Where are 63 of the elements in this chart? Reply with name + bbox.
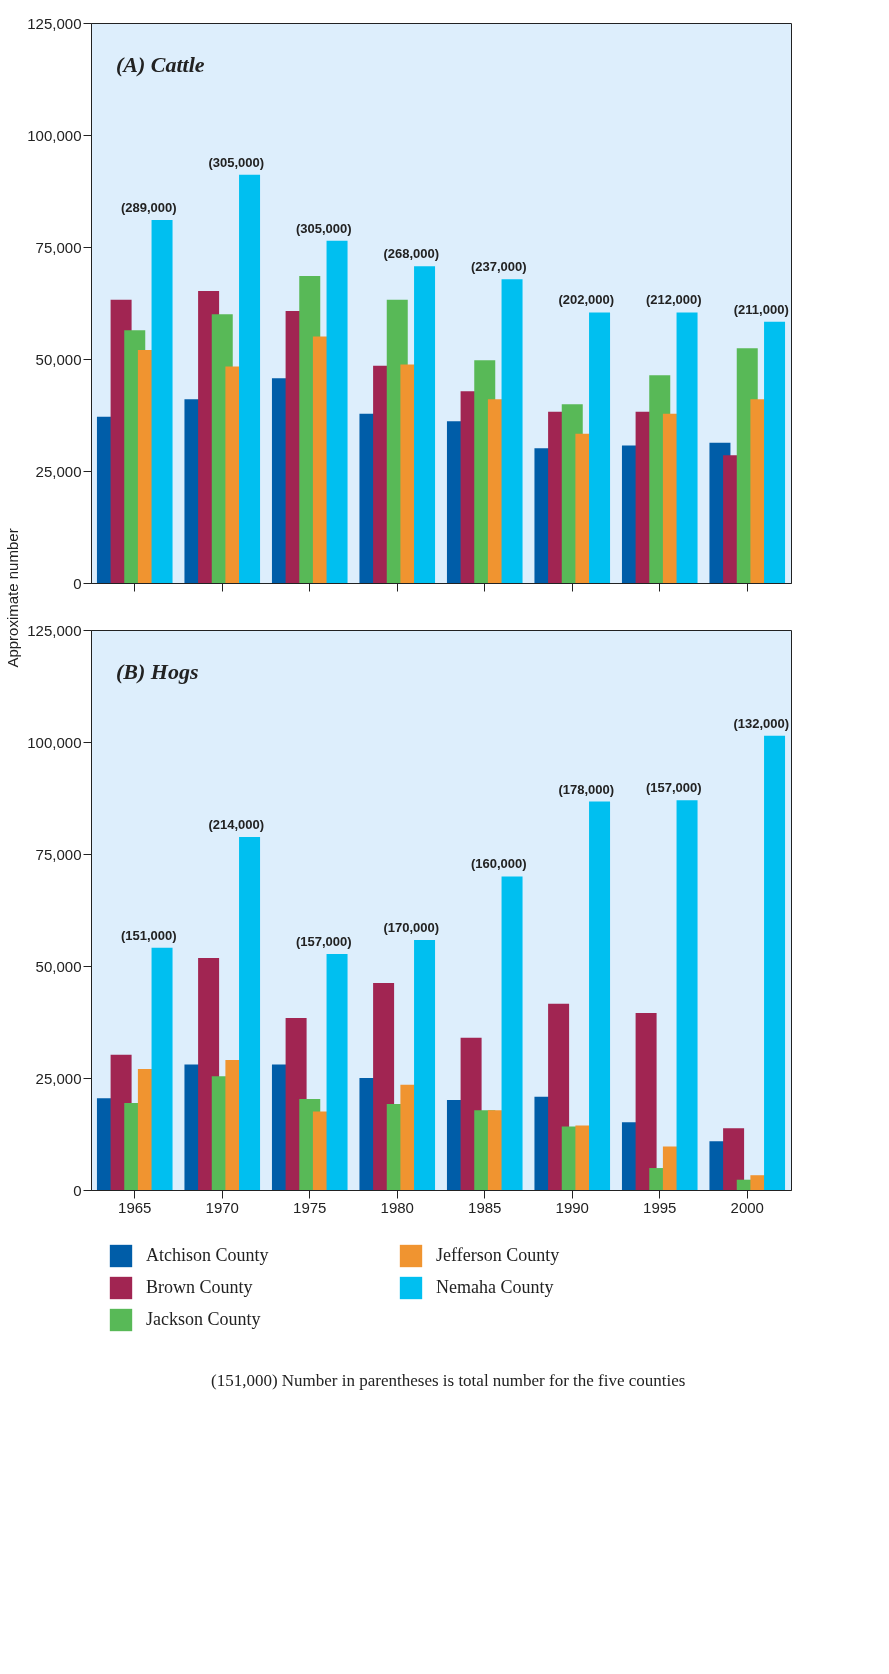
annotation: (157,000) bbox=[645, 780, 702, 796]
x-tick-label: 1985 bbox=[468, 1198, 502, 1216]
y-tick-label: 125,000 bbox=[27, 14, 82, 32]
x-tick-label: 1980 bbox=[380, 1198, 414, 1216]
annotation: (170,000) bbox=[383, 920, 440, 936]
annotation: (214,000) bbox=[208, 816, 265, 832]
legend-label: Nemaha County bbox=[436, 1277, 554, 1297]
y-tick-label: 25,000 bbox=[35, 462, 82, 480]
annotation: (289,000) bbox=[120, 200, 177, 216]
y-tick-label: 75,000 bbox=[35, 238, 82, 256]
legend-label: Jackson County bbox=[146, 1309, 261, 1329]
bar bbox=[764, 735, 786, 1190]
y-axis-title: Approximate number bbox=[4, 528, 21, 668]
annotation: (237,000) bbox=[470, 259, 527, 275]
annotation: (178,000) bbox=[558, 781, 615, 797]
annotation: (132,000) bbox=[733, 715, 790, 731]
bar bbox=[764, 321, 786, 583]
bar bbox=[326, 240, 348, 583]
annotation: (151,000) bbox=[120, 927, 177, 943]
bar bbox=[589, 312, 611, 583]
bar bbox=[589, 801, 611, 1190]
y-tick-label: 50,000 bbox=[35, 350, 82, 368]
annotation: (305,000) bbox=[295, 220, 352, 236]
bar bbox=[151, 947, 173, 1190]
x-tick-label: 1970 bbox=[205, 1198, 239, 1216]
bar bbox=[501, 876, 523, 1190]
text: (B) Hogs bbox=[116, 659, 199, 684]
y-tick-label: 0 bbox=[73, 1181, 82, 1199]
bar bbox=[414, 940, 436, 1190]
legend-label: Atchison County bbox=[146, 1245, 269, 1265]
y-tick-label: 0 bbox=[73, 574, 82, 592]
annotation: (202,000) bbox=[558, 292, 615, 308]
bar bbox=[676, 800, 698, 1190]
bar bbox=[239, 836, 261, 1190]
x-tick-label: 1990 bbox=[555, 1198, 589, 1216]
y-tick-label: 75,000 bbox=[35, 845, 82, 863]
y-tick-label: 100,000 bbox=[27, 733, 82, 751]
annotation: (305,000) bbox=[208, 154, 265, 170]
annotation: (211,000) bbox=[733, 301, 789, 317]
annotation: (160,000) bbox=[470, 856, 527, 872]
bar bbox=[501, 279, 523, 583]
annotation: (157,000) bbox=[295, 933, 352, 949]
bar bbox=[326, 953, 348, 1190]
x-tick-label: 1995 bbox=[643, 1198, 677, 1216]
x-tick-label: 2000 bbox=[730, 1198, 764, 1216]
text: (151,000) Number in parentheses is total number for the five counties bbox=[211, 1371, 686, 1390]
annotation: (212,000) bbox=[645, 292, 702, 308]
legend-label: Brown County bbox=[146, 1277, 253, 1297]
x-tick-label: 1965 bbox=[118, 1198, 152, 1216]
bar bbox=[414, 266, 436, 583]
annotation: (268,000) bbox=[383, 246, 440, 262]
bar bbox=[676, 312, 698, 583]
bar bbox=[239, 174, 261, 583]
bar bbox=[635, 1013, 657, 1190]
y-tick-label: 125,000 bbox=[27, 621, 82, 639]
text: (A) Cattle bbox=[116, 52, 205, 77]
y-tick-label: 25,000 bbox=[35, 1069, 82, 1087]
y-tick-label: 50,000 bbox=[35, 957, 82, 975]
legend-label: Jefferson County bbox=[436, 1245, 560, 1265]
y-tick-label: 100,000 bbox=[27, 126, 82, 144]
x-tick-label: 1975 bbox=[293, 1198, 327, 1216]
bar bbox=[151, 220, 173, 583]
bar bbox=[723, 1128, 745, 1190]
